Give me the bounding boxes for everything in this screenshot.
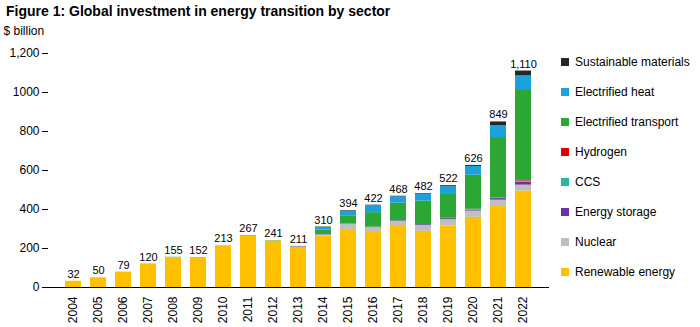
svg-text:2008: 2008 [166, 296, 180, 323]
svg-text:2012: 2012 [266, 296, 280, 323]
svg-text:2009: 2009 [191, 296, 205, 323]
svg-text:0: 0 [33, 280, 40, 294]
html-text:Renewable energy: Renewable energy [575, 265, 676, 279]
svg-text:2010: 2010 [216, 296, 230, 323]
html-text:Electrified transport: Electrified transport [575, 115, 679, 129]
svg-text:152: 152 [189, 244, 207, 256]
svg-text:626: 626 [464, 152, 482, 164]
html-text:Nuclear: Nuclear [575, 235, 617, 249]
svg-text:2020: 2020 [466, 296, 480, 323]
svg-text:2011: 2011 [241, 296, 255, 322]
svg-text:200: 200 [19, 241, 39, 255]
svg-text:482: 482 [414, 180, 432, 192]
svg-text:155: 155 [164, 244, 182, 256]
html-text:Sustainable materials: Sustainable materials [575, 55, 690, 69]
svg-text:2004: 2004 [66, 296, 80, 323]
svg-text:213: 213 [214, 232, 232, 244]
svg-text:310: 310 [314, 214, 332, 226]
svg-text:32: 32 [67, 268, 79, 280]
svg-text:2016: 2016 [366, 296, 380, 323]
svg-text:1,200: 1,200 [9, 46, 39, 60]
svg-text:211: 211 [290, 233, 308, 245]
svg-text:2006: 2006 [116, 296, 130, 323]
svg-text:120: 120 [139, 251, 157, 263]
html-text:Electrified heat: Electrified heat [575, 85, 655, 99]
svg-text:$ billion: $ billion [4, 24, 45, 38]
svg-text:2019: 2019 [441, 296, 455, 323]
svg-text:849: 849 [489, 108, 507, 120]
svg-text:1000: 1000 [13, 85, 40, 99]
svg-text:2018: 2018 [416, 296, 430, 323]
html-text:Energy storage: Energy storage [575, 205, 657, 219]
html-text:Figure 1: Global investment in: Figure 1: Global investment in energy tr… [6, 3, 391, 19]
svg-text:267: 267 [239, 222, 257, 234]
svg-text:400: 400 [19, 202, 39, 216]
svg-text:1,110: 1,110 [510, 58, 537, 70]
html-text:Hydrogen: Hydrogen [575, 145, 627, 159]
html-text:CCS: CCS [575, 175, 601, 189]
svg-text:522: 522 [439, 172, 457, 184]
svg-text:468: 468 [389, 183, 407, 195]
svg-text:422: 422 [364, 192, 382, 204]
svg-text:2014: 2014 [316, 296, 330, 323]
svg-text:2017: 2017 [391, 296, 405, 323]
svg-text:79: 79 [117, 259, 129, 271]
svg-text:241: 241 [264, 227, 282, 239]
svg-text:2015: 2015 [341, 296, 355, 323]
svg-text:2022: 2022 [516, 296, 530, 323]
svg-text:2013: 2013 [291, 296, 305, 323]
svg-text:600: 600 [19, 163, 39, 177]
svg-text:800: 800 [19, 124, 39, 138]
svg-text:50: 50 [92, 264, 104, 276]
svg-text:394: 394 [339, 197, 357, 209]
svg-text:2005: 2005 [91, 296, 105, 323]
svg-text:2007: 2007 [141, 296, 155, 323]
svg-text:2021: 2021 [491, 296, 505, 323]
